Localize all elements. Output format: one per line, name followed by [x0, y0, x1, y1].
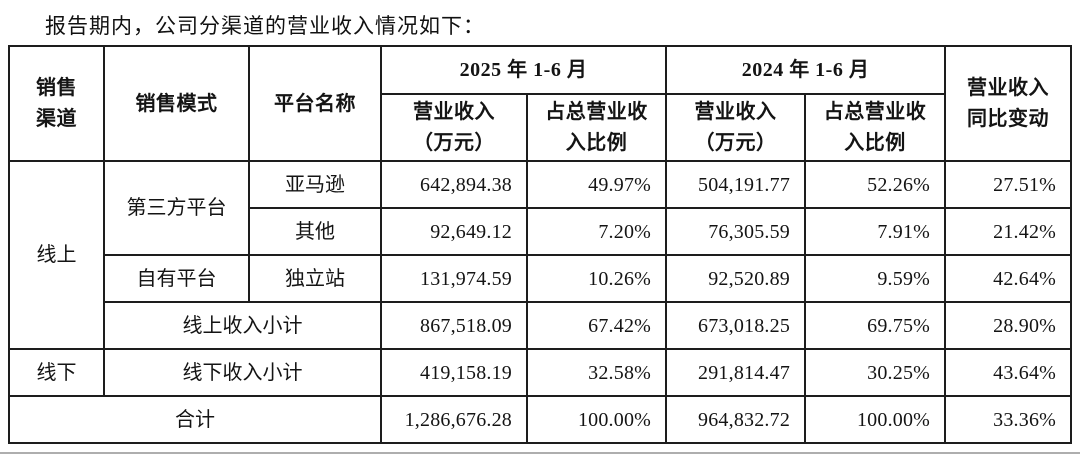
cell-total-pct-2025: 100.00% [525, 395, 668, 444]
cell-mode-third-party: 第三方平台 [103, 160, 250, 256]
page-bottom-rule [0, 452, 1080, 454]
cell-total-rev-2025: 1,286,676.28 [380, 395, 528, 444]
cell-offline-subtotal-pct-2024: 30.25% [804, 348, 947, 397]
header-revenue-2025-line1: 营业收入 [413, 100, 495, 123]
cell-independent-rev-2025: 131,974.59 [380, 254, 528, 303]
cell-independent-yoy: 42.64% [944, 254, 1073, 303]
header-period-2025: 2025 年 1-6 月 [379, 45, 668, 95]
header-row-1: 销售 渠道 销售模式 平台名称 2025 年 1-6 月 2024 年 1-6 … [8, 45, 1073, 162]
revenue-by-channel-table: 销售 渠道 销售模式 平台名称 2025 年 1-6 月 2024 年 1-6 … [8, 45, 1073, 444]
row-offline-subtotal: 线下 线下收入小计 419,158.19 32.58% 291,814.47 3… [8, 348, 1073, 397]
header-yoy-line2: 同比变动 [967, 107, 1050, 130]
cell-total-rev-2024: 964,832.72 [665, 395, 807, 444]
cell-channel-offline: 线下 [8, 348, 105, 397]
row-other: 其他 92,649.12 7.20% 76,305.59 7.91% 21.42… [9, 207, 1073, 256]
header-yoy-line1: 营业收入 [967, 76, 1050, 99]
cell-platform-amazon: 亚马逊 [248, 160, 382, 209]
cell-online-subtotal-pct-2024: 69.75% [804, 301, 947, 350]
cell-independent-pct-2025: 10.26% [525, 254, 668, 303]
cell-other-pct-2024: 7.91% [804, 207, 947, 256]
header-revenue-2024: 营业收入 （万元） [665, 93, 807, 162]
cell-offline-subtotal-label: 线下收入小计 [103, 348, 382, 397]
cell-total-pct-2024: 100.00% [804, 395, 947, 444]
header-ratio-2024-line2: 入比例 [844, 131, 906, 154]
cell-online-subtotal-label: 线上收入小计 [103, 301, 382, 350]
header-ratio-2024-line1: 占总营业收 [823, 100, 927, 123]
cell-other-pct-2025: 7.20% [525, 207, 668, 256]
header-revenue-2024-line2: （万元） [694, 131, 777, 154]
header-sales-channel: 销售 渠道 [8, 45, 105, 162]
row-amazon: 线上 第三方平台 亚马逊 642,894.38 49.97% 504,191.7… [8, 160, 1073, 350]
cell-other-rev-2024: 76,305.59 [665, 207, 807, 256]
cell-online-subtotal-pct-2025: 67.42% [525, 301, 668, 350]
cell-online-subtotal-yoy: 28.90% [944, 301, 1073, 350]
cell-offline-subtotal-rev-2024: 291,814.47 [665, 348, 807, 397]
header-ratio-2024: 占总营业收 入比例 [804, 93, 947, 162]
header-period-2024: 2024 年 1-6 月 [665, 45, 947, 95]
header-sales-mode: 销售模式 [103, 45, 250, 162]
cell-offline-subtotal-rev-2025: 419,158.19 [380, 348, 528, 397]
cell-other-rev-2025: 92,649.12 [380, 207, 528, 256]
header-revenue-2025: 营业收入 （万元） [380, 93, 528, 162]
page-title: 报告期内，公司分渠道的营业收入情况如下： [45, 14, 485, 38]
cell-total-yoy: 33.36% [944, 395, 1073, 444]
cell-online-subtotal-rev-2025: 867,518.09 [380, 301, 528, 350]
cell-independent-rev-2024: 92,520.89 [665, 254, 807, 303]
cell-channel-online: 线上 [8, 160, 105, 350]
cell-amazon-rev-2024: 504,191.77 [665, 160, 807, 209]
cell-amazon-pct-2025: 49.97% [525, 160, 668, 209]
cell-other-yoy: 21.42% [944, 207, 1073, 256]
cell-online-subtotal-rev-2024: 673,018.25 [665, 301, 807, 350]
header-ratio-2025-line1: 占总营业收 [545, 100, 648, 123]
cell-offline-subtotal-yoy: 43.64% [944, 348, 1073, 397]
header-row-2: 营业收入 （万元） 占总营业收 入比例 营业收入 （万元） 占总营业收 入比例 [9, 93, 1071, 162]
cell-offline-subtotal-pct-2025: 32.58% [525, 348, 668, 397]
cell-total-label: 合计 [8, 395, 382, 444]
header-sales-channel-line2: 渠道 [36, 107, 77, 130]
header-ratio-2025-line2: 入比例 [565, 131, 628, 154]
cell-platform-independent: 独立站 [248, 254, 382, 303]
cell-amazon-yoy: 27.51% [944, 160, 1073, 209]
header-ratio-2025: 占总营业收 入比例 [525, 93, 668, 162]
cell-amazon-rev-2025: 642,894.38 [380, 160, 528, 209]
cell-platform-other: 其他 [248, 207, 382, 256]
header-revenue-2024-line1: 营业收入 [694, 100, 777, 123]
header-revenue-2025-line2: （万元） [413, 131, 495, 154]
cell-amazon-pct-2024: 52.26% [804, 160, 947, 209]
cell-independent-pct-2024: 9.59% [804, 254, 947, 303]
row-total: 合计 1,286,676.28 100.00% 964,832.72 100.0… [8, 395, 1073, 444]
row-independent-site: 自有平台 独立站 131,974.59 10.26% 92,520.89 9.5… [9, 254, 1073, 303]
header-yoy-change: 营业收入 同比变动 [944, 45, 1073, 162]
header-sales-channel-line1: 销售 [36, 76, 77, 99]
header-platform-name: 平台名称 [248, 45, 382, 162]
cell-mode-own-platform: 自有平台 [103, 254, 250, 303]
row-online-subtotal: 线上收入小计 867,518.09 67.42% 673,018.25 69.7… [9, 301, 1073, 350]
